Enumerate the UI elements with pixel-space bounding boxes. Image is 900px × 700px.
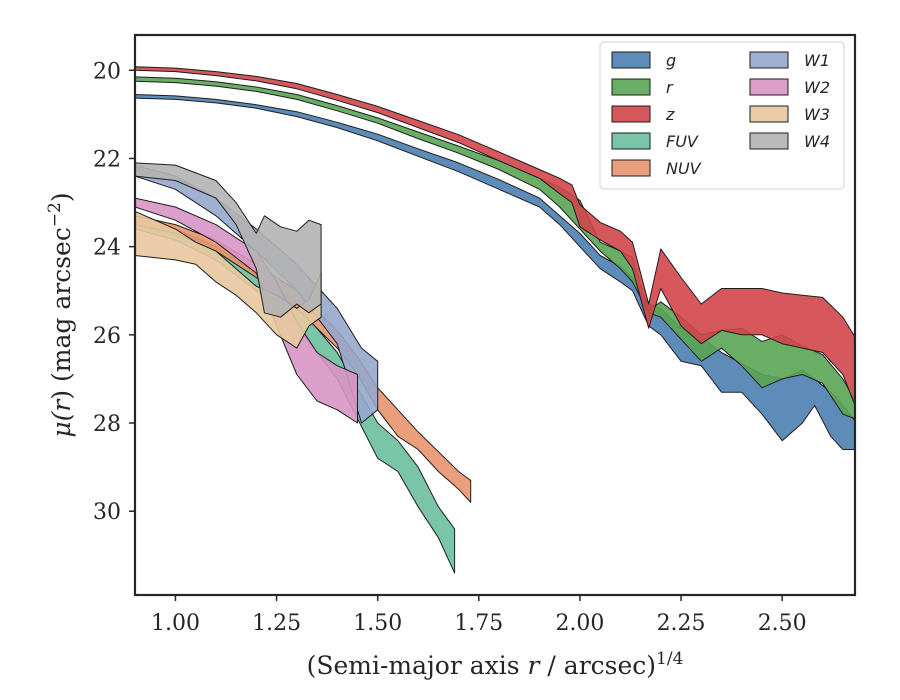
series-band-w4	[135, 162, 322, 318]
y-tick-label: 30	[93, 500, 121, 525]
legend-swatch-w1	[749, 51, 789, 69]
series-band-g	[135, 94, 855, 450]
series-bands	[135, 66, 855, 574]
legend: grz FUV NUV W1 W2 W3 W4	[599, 41, 845, 190]
x-tick-label: 2.50	[758, 611, 807, 636]
x-axis-ticks: 1.00 1.25 1.50 1.75 2.00 2.25 2.50	[151, 595, 807, 636]
legend-swatch-r	[611, 78, 651, 96]
legend-swatch-fuv	[611, 132, 651, 150]
legend-label-w4: W4	[804, 132, 830, 151]
x-tick-label: 2.25	[657, 611, 706, 636]
legend-label-fuv: FUV	[666, 132, 699, 151]
legend-label-w3: W3	[804, 105, 830, 124]
y-tick-label: 24	[93, 236, 121, 261]
series-band-z	[135, 66, 855, 406]
legend-swatch-w4	[749, 132, 789, 150]
x-tick-label: 1.00	[151, 611, 200, 636]
y-tick-label: 20	[93, 59, 121, 84]
legend-label-w1: W1	[804, 51, 830, 70]
legend-label-g: g	[666, 51, 676, 70]
x-tick-label: 1.75	[454, 611, 503, 636]
legend-label-z: z	[665, 105, 675, 124]
x-tick-label: 1.25	[252, 611, 301, 636]
y-tick-label: 28	[93, 412, 121, 437]
legend-swatch-w3	[749, 105, 789, 123]
axes-frame	[133, 33, 857, 597]
x-tick-label: 1.50	[353, 611, 402, 636]
x-tick-label: 2.00	[555, 611, 604, 636]
x-axis-label: (Semi-major axis r / arcsec)1/4	[307, 649, 684, 680]
legend-swatch-z	[611, 105, 651, 123]
y-axis-label: μ(r) (mag arcsec−2)	[45, 192, 76, 437]
legend-swatch-nuv	[611, 159, 651, 177]
y-axis-ticks: 20 22 24 26 28 30	[93, 59, 135, 525]
legend-label-r: r	[666, 78, 674, 97]
axes-border	[133, 33, 857, 597]
legend-swatch-g	[611, 51, 651, 69]
y-tick-label: 22	[93, 147, 121, 172]
legend-label-nuv: NUV	[666, 159, 702, 178]
legend-label-w2: W2	[804, 78, 830, 97]
legend-swatch-w2	[749, 78, 789, 96]
y-tick-label: 26	[93, 324, 121, 349]
